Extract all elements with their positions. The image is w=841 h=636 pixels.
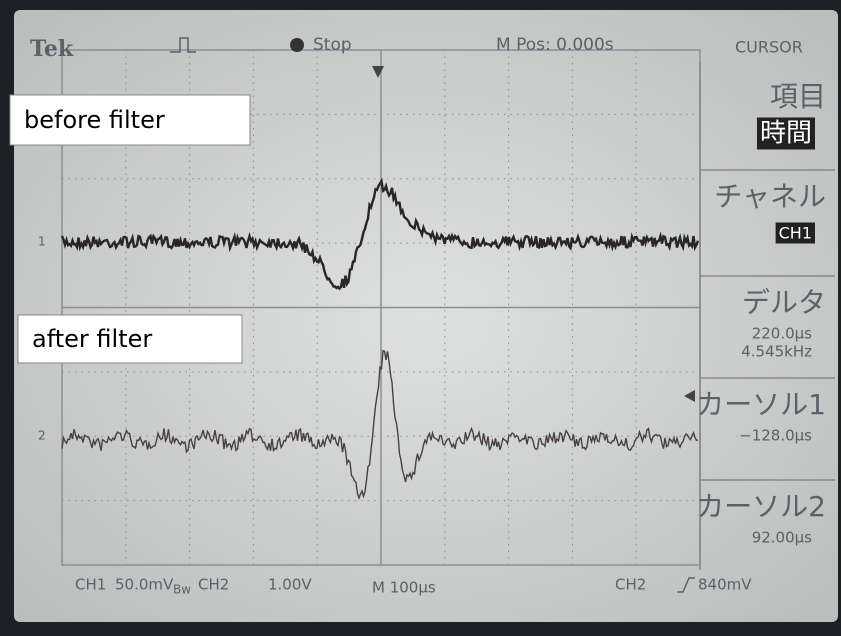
trigger-level <box>684 390 695 402</box>
run-dot <box>290 38 304 52</box>
menu-value: −128.0μs <box>739 427 812 445</box>
m-pos: M Pos: 0.000s <box>496 35 614 55</box>
screen <box>14 10 838 622</box>
acq-icon <box>170 37 196 53</box>
menu-value: 220.0μs <box>752 325 812 343</box>
ch1-marker: 1 <box>38 235 46 249</box>
ch2: CH2 <box>198 576 229 594</box>
menu-highlight <box>775 222 815 244</box>
trace-before <box>60 177 700 291</box>
trigger-slope <box>677 577 695 593</box>
annotation: after filter <box>32 325 152 353</box>
trigger-ch: CH2 <box>615 576 646 594</box>
brand: Tek <box>30 36 74 62</box>
menu-highlight <box>756 117 815 150</box>
traces <box>60 177 700 500</box>
state: Stop <box>313 35 352 55</box>
menu-title: CURSOR <box>735 38 803 57</box>
annotation-box <box>17 314 243 364</box>
ch2-scale: 1.00V <box>268 576 312 594</box>
annotation: before filter <box>24 106 165 134</box>
menu-label: チャネル <box>714 180 826 213</box>
menu-value: 92.00μs <box>752 529 812 547</box>
menu-value: 4.545kHz <box>741 343 812 361</box>
trigger-pos <box>372 66 384 78</box>
menu-value: CH1 <box>779 224 812 243</box>
annotation-box <box>9 94 251 146</box>
trace-after <box>61 349 699 500</box>
ch1: CH1 <box>75 576 106 594</box>
menu-label: デルタ <box>742 286 826 319</box>
bw: Bw <box>173 583 191 597</box>
trigger-level-text: 840mV <box>698 576 752 594</box>
ch1-scale: 50.0mV <box>115 576 174 594</box>
menu-label: カーソル2 <box>696 490 826 523</box>
ch2-marker: 2 <box>38 429 46 443</box>
menu-label: 項目 <box>770 80 826 113</box>
menu-value: 時間 <box>760 119 812 149</box>
timebase: M 100μs <box>372 579 436 597</box>
menu-label: カーソル1 <box>696 388 826 421</box>
